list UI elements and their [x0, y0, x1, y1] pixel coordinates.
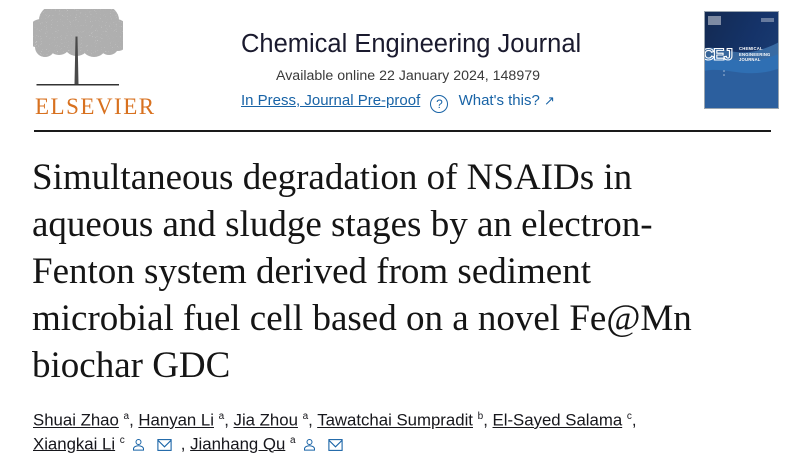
svg-text:CEJ: CEJ — [705, 45, 733, 64]
